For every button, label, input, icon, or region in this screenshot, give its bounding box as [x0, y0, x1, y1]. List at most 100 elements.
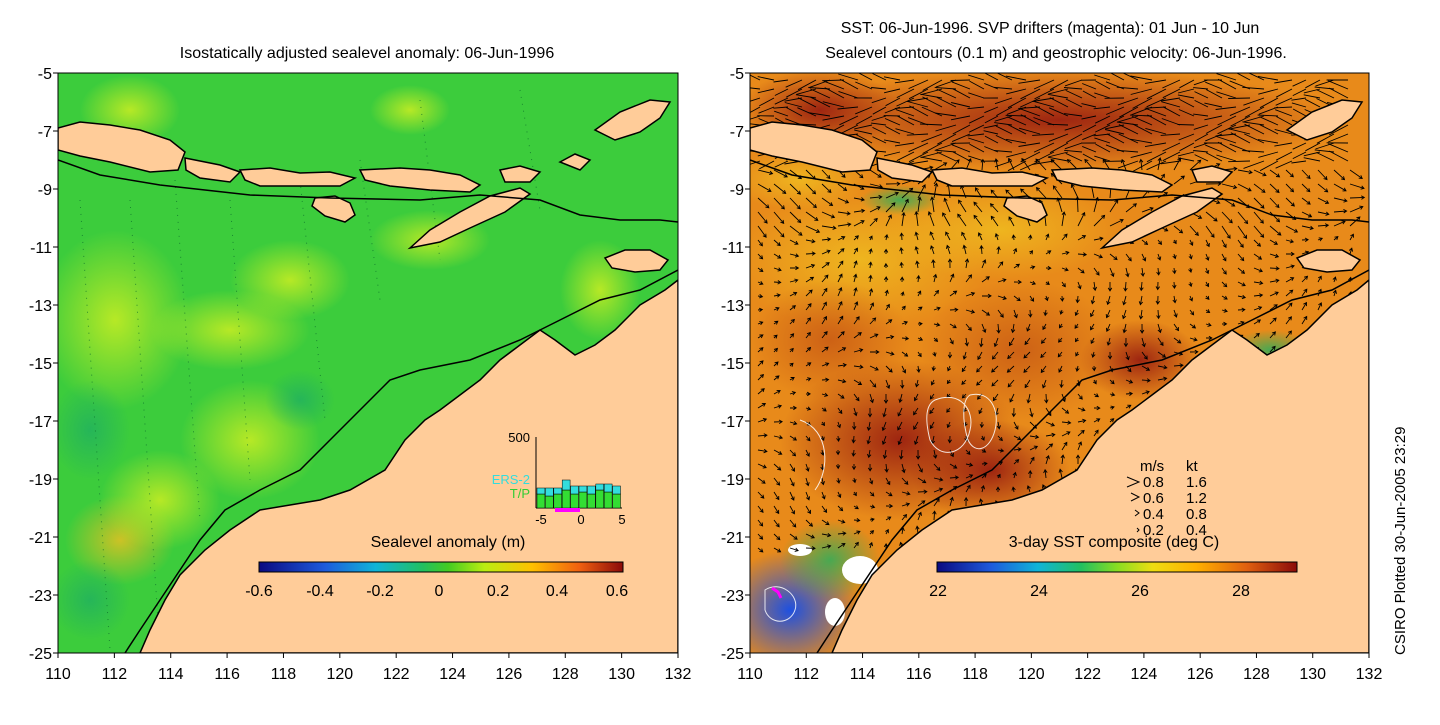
x-tick-label: 120 [1018, 666, 1045, 683]
histogram-bar-ers [613, 486, 621, 494]
x-tick-label: 124 [439, 666, 466, 683]
x-tick-label: 114 [850, 666, 876, 683]
sst-colorbar-label: 3-day SST composite (deg C) [1009, 534, 1219, 551]
histogram-bar-ers [604, 484, 612, 492]
histogram-bar-ers [537, 488, 545, 494]
x-tick-label: 118 [962, 666, 988, 683]
x-tick-label: 126 [496, 666, 523, 683]
histogram-bar-ers [579, 486, 587, 492]
sla-colorbar-gradient [259, 562, 623, 572]
histogram-bar-tp [587, 494, 595, 508]
histogram-bar-tp [604, 492, 612, 508]
histogram-bar-tp [613, 494, 621, 508]
velocity-arrow [951, 80, 970, 81]
velocity-legend-kt: 0.8 [1186, 506, 1207, 523]
sla-colorbar-tick: -0.2 [366, 583, 394, 600]
left-map-title: Isostatically adjusted sealevel anomaly:… [180, 45, 555, 62]
histogram-bar-tp [596, 490, 604, 508]
y-tick-label: -5 [38, 66, 52, 83]
sealevel-anomaly-map: Isostatically adjusted sealevel anomaly:… [29, 45, 692, 683]
histogram-x-tick: 0 [577, 512, 584, 527]
right-map-title-line1: SST: 06-Jun-1996. SVP drifters (magenta)… [841, 20, 1260, 37]
sst-map: SST: 06-Jun-1996. SVP drifters (magenta)… [720, 20, 1382, 683]
x-tick-label: 110 [737, 666, 763, 683]
sst-colorbar-tick: 22 [929, 583, 947, 600]
y-tick-label: -5 [730, 66, 744, 83]
anomaly-blob [265, 370, 335, 430]
velocity-legend-ms: 0.6 [1143, 490, 1164, 507]
sst-mid-patch [750, 280, 910, 400]
x-tick-label: 112 [794, 666, 820, 683]
histogram-bar-ers [587, 486, 595, 494]
x-tick-label: 130 [1299, 666, 1326, 683]
histogram-date-marker [555, 508, 580, 512]
y-tick-label: -21 [29, 530, 52, 547]
sst-colorbar-gradient [937, 562, 1297, 572]
x-tick-label: 116 [906, 666, 932, 683]
velocity-legend-kt: 1.2 [1186, 490, 1207, 507]
velocity-arrow [1178, 125, 1194, 126]
velocity-legend-header-ms: m/s [1140, 458, 1164, 475]
y-tick-label: -15 [29, 356, 52, 373]
anomaly-blob [370, 85, 450, 135]
histogram-y-label: 500 [508, 430, 530, 445]
sla-colorbar-tick: 0.6 [606, 583, 628, 600]
histogram-legend-ers: ERS-2 [492, 472, 530, 487]
velocity-legend-ms: 0.8 [1143, 474, 1164, 491]
histogram-x-tick: -5 [535, 512, 547, 527]
sla-colorbar-tick: 0.2 [487, 583, 509, 600]
x-tick-label: 126 [1187, 666, 1214, 683]
y-tick-label: -11 [722, 240, 744, 257]
y-tick-label: -13 [721, 298, 744, 315]
histogram-bar-tp [579, 492, 587, 508]
sla-colorbar-tick: -0.6 [245, 583, 273, 600]
y-tick-label: -19 [29, 472, 52, 489]
sla-colorbar-tick: 0 [435, 583, 444, 600]
x-tick-label: 124 [1131, 666, 1158, 683]
velocity-legend-ms: 0.4 [1143, 506, 1164, 523]
y-tick-label: -21 [721, 530, 744, 547]
histogram-bar-ers [554, 488, 562, 494]
anomaly-blob [230, 240, 350, 320]
histogram-bar-tp [554, 494, 562, 508]
y-tick-label: -23 [721, 588, 744, 605]
cloud-gap [788, 544, 812, 556]
x-tick-label: 122 [383, 666, 410, 683]
y-tick-label: -19 [721, 472, 744, 489]
plot-credit: CSIRO Plotted 30-Jun-2005 23:29 [1392, 355, 1412, 655]
velocity-arrow [1228, 98, 1250, 99]
y-tick-label: -7 [38, 124, 52, 141]
x-tick-label: 112 [102, 666, 128, 683]
x-tick-label: 130 [608, 666, 635, 683]
velocity-legend-kt: 1.6 [1186, 474, 1207, 491]
anomaly-blob [50, 380, 130, 480]
y-tick-label: -11 [30, 240, 52, 257]
right-map-title-line2: Sealevel contours (0.1 m) and geostrophi… [825, 45, 1287, 62]
velocity-legend-header-kt: kt [1186, 458, 1199, 475]
anomaly-blob [50, 560, 130, 640]
histogram-bar-ers [596, 484, 604, 490]
histogram-bar-tp [537, 494, 545, 508]
y-tick-label: -25 [721, 646, 744, 663]
sla-colorbar-tick: -0.4 [306, 583, 334, 600]
cloud-gap [825, 598, 845, 626]
y-tick-label: -17 [29, 414, 52, 431]
y-tick-label: -17 [721, 414, 744, 431]
histogram-bar-ers [562, 480, 570, 490]
y-tick-label: -7 [730, 124, 744, 141]
sst-colorbar-tick: 28 [1232, 583, 1250, 600]
histogram-x-tick: 5 [618, 512, 625, 527]
y-tick-label: -9 [38, 182, 52, 199]
x-tick-label: 128 [552, 666, 579, 683]
x-tick-label: 132 [1356, 666, 1383, 683]
x-tick-label: 116 [214, 666, 240, 683]
histogram-bar-ers [545, 488, 553, 496]
y-tick-label: -13 [29, 298, 52, 315]
histogram-bar-tp [562, 490, 570, 508]
y-tick-label: -25 [29, 646, 52, 663]
histogram-legend-tp: T/P [510, 486, 530, 501]
x-tick-label: 118 [271, 666, 297, 683]
sla-colorbar-tick: 0.4 [546, 583, 568, 600]
histogram-bar-ers [571, 486, 579, 494]
y-tick-label: -23 [29, 588, 52, 605]
